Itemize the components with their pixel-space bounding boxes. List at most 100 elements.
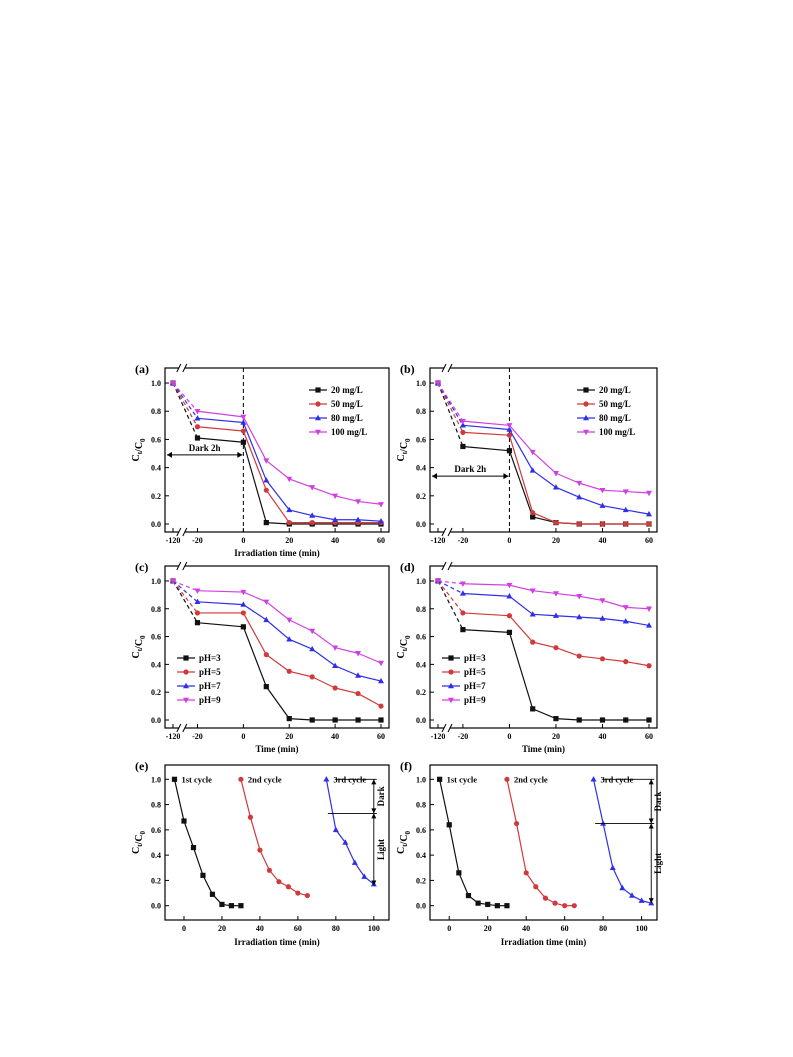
series-100-mg-l: [170, 380, 384, 508]
axis-break-mark: [176, 363, 182, 373]
series-line-segment: [462, 629, 510, 633]
series-line-segment: [311, 486, 336, 497]
data-point: [623, 717, 629, 723]
series-line-segment: [555, 472, 580, 484]
data-point: [194, 415, 201, 421]
y-tick-label: 0.8: [151, 605, 161, 614]
data-point: [238, 903, 244, 909]
data-point: [623, 659, 629, 665]
x-axis-title: Irradiation time (min): [234, 937, 320, 947]
data-point: [435, 380, 441, 387]
series-line-segment: [197, 417, 244, 424]
x-tick-label: 0: [241, 732, 245, 741]
y-tick-label: 0.8: [151, 801, 161, 810]
dark-label: Dark: [653, 791, 663, 811]
panel-b: 0.0 0.2 0.4 0.6 0.8 1.0 -120 -20 0 20 40 60 (b) Ct/C0…: [396, 362, 658, 545]
series-3rd-cycle: [590, 776, 655, 906]
y-tick-label: 1.0: [151, 379, 161, 388]
data-point: [646, 717, 652, 723]
series-line-segment: [602, 489, 626, 493]
data-point: [437, 776, 443, 782]
series-line-segment: [266, 521, 290, 525]
svg-text:Ct/C0: Ct/C0: [131, 438, 147, 462]
x-tick-label: 0: [507, 536, 511, 545]
data-point: [459, 422, 466, 428]
y-axis-title: Ct/C0: [396, 438, 412, 462]
series-line-segment: [288, 619, 313, 632]
data-point: [622, 489, 629, 495]
data-point: [194, 424, 201, 430]
arrowhead-right: [503, 473, 509, 480]
legend-marker: [315, 429, 321, 436]
legend-entry: pH=7: [199, 681, 221, 691]
series-80-mg-l: [170, 379, 384, 524]
y-tick-label: 0.4: [151, 464, 161, 473]
data-point: [576, 521, 582, 527]
data-point: [530, 514, 536, 520]
data-point: [355, 516, 362, 522]
data-point: [646, 663, 652, 669]
data-point: [562, 903, 568, 909]
arrowhead-right: [237, 451, 243, 458]
data-point: [576, 594, 583, 600]
plot-frame: [164, 764, 390, 921]
legend-entry: pH=5: [199, 667, 221, 677]
data-point: [194, 588, 201, 594]
data-point: [646, 606, 652, 612]
series-2nd-cycle: [504, 776, 577, 909]
axis-break-gap: [444, 528, 451, 536]
data-point: [171, 776, 178, 782]
axis-break-mark: [176, 561, 182, 571]
x-tick-label: 80: [332, 924, 340, 933]
data-point: [286, 476, 293, 483]
x-tick-label: 20: [218, 924, 226, 933]
data-point: [576, 494, 583, 500]
series-line-segment: [357, 674, 382, 682]
data-point: [506, 432, 513, 438]
x-tick-label: 40: [331, 536, 339, 545]
series-line-segment: [602, 505, 626, 511]
bracket-arrowhead: [648, 779, 654, 785]
light-label: Light: [653, 853, 663, 874]
series-line-segment: [242, 626, 267, 687]
y-tick-label: 0.8: [416, 407, 426, 416]
series-line-segment: [532, 451, 557, 474]
data-point: [286, 617, 293, 624]
series-line-segment: [462, 420, 510, 426]
x-axis-title: Time (min): [255, 744, 298, 754]
series-line-segment: [462, 424, 510, 431]
series-line-segment: [197, 622, 244, 628]
series-line-segment: [249, 817, 261, 851]
series-line-segment: [592, 779, 604, 824]
series-line-segment: [602, 823, 614, 868]
series-line-segment: [240, 779, 252, 818]
series-line-segment: [325, 779, 337, 830]
legend-marker: [583, 401, 589, 407]
y-axis-title: Ct/C0: [131, 830, 147, 854]
panel-f: 0.0 0.2 0.4 0.6 0.8 1.0 0 20 40 60 80 100 (f) Irradia…: [396, 759, 663, 947]
data-point: [209, 891, 216, 897]
series-line-segment: [334, 495, 359, 503]
data-point: [494, 903, 500, 909]
series-line-segment: [625, 606, 650, 610]
svg-text:Ct/C0: Ct/C0: [396, 635, 412, 659]
legend-marker: [183, 669, 189, 675]
y-tick-label: 0.0: [151, 902, 161, 911]
data-point: [435, 578, 441, 585]
data-point: [553, 645, 559, 651]
x-tick-label: 0: [241, 536, 245, 545]
y-axis-title: Ct/C0: [131, 635, 147, 659]
series-line-segment: [311, 648, 336, 667]
series-line-segment: [173, 779, 185, 822]
y-tick-label: 0.2: [416, 688, 426, 697]
axis-break-mark: [447, 527, 453, 537]
legend-entry: pH=9: [464, 695, 486, 705]
data-point: [460, 429, 466, 435]
series-line-segment: [625, 490, 650, 494]
data-point: [552, 612, 559, 618]
data-point: [351, 859, 358, 865]
series-line-segment: [311, 676, 336, 689]
data-point: [240, 589, 247, 596]
data-point: [332, 717, 338, 723]
series-line-segment: [357, 693, 382, 707]
